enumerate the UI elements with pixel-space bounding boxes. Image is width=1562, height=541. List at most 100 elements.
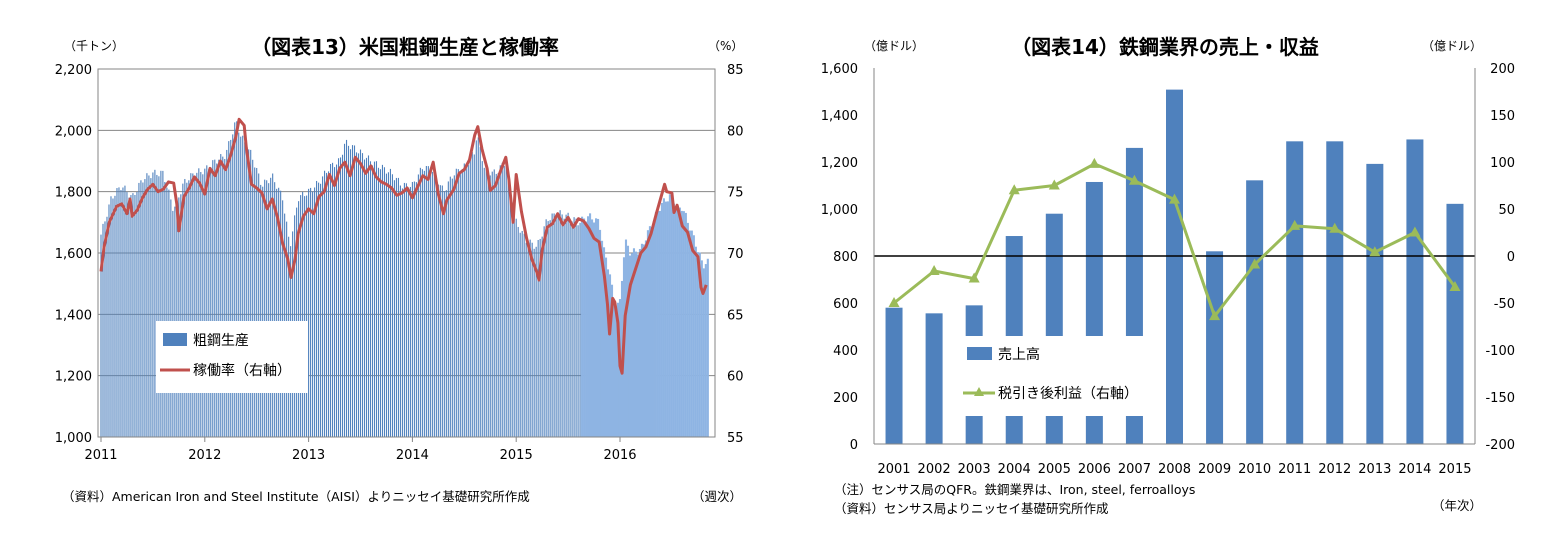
y-right-tick-label: 75 [727, 186, 744, 201]
crude-steel-bar [600, 240, 604, 437]
profit-marker [1128, 174, 1140, 185]
crude-steel-bar [694, 246, 697, 437]
crude-steel-bar [469, 157, 471, 437]
crude-steel-bar [196, 172, 198, 438]
crude-steel-bar [322, 176, 324, 437]
chart-14-profit-markers [888, 157, 1461, 321]
crude-steel-bar [184, 178, 186, 438]
crude-steel-bar [642, 244, 646, 437]
crude-steel-bar [226, 149, 228, 437]
crude-steel-bar [164, 182, 166, 437]
crude-steel-bar [120, 190, 122, 437]
crude-steel-bar [419, 167, 421, 438]
y-right-tick-label: 85 [727, 63, 744, 78]
crude-steel-bar [579, 222, 581, 437]
crude-steel-bar [686, 222, 689, 437]
crude-steel-bar [391, 174, 393, 437]
crude-steel-bar [650, 227, 653, 437]
crude-steel-bar [445, 190, 447, 437]
x-tick-label: 2009 [1198, 462, 1231, 477]
crude-steel-bar [626, 245, 630, 437]
crude-steel-bar [696, 252, 699, 437]
crude-steel-bar [521, 230, 523, 437]
sales-bar [1406, 139, 1424, 444]
x-tick-label: 2007 [1118, 462, 1151, 477]
crude-steel-bar [371, 165, 374, 438]
x-tick-label: 2012 [188, 448, 221, 463]
crude-steel-bar [610, 284, 614, 437]
crude-steel-bar [278, 187, 280, 437]
y-right-tick-label: 80 [727, 124, 744, 139]
y-left-tick-label: 400 [833, 344, 858, 359]
crude-steel-bar [662, 198, 665, 437]
crude-steel-bar [206, 165, 208, 438]
crude-steel-bar [266, 180, 268, 437]
crude-steel-bar [551, 213, 553, 437]
crude-steel-bar [246, 150, 248, 437]
crude-steel-bar [393, 180, 395, 437]
profit-marker [1048, 179, 1060, 190]
crude-steel-bar [320, 183, 322, 437]
y-right-tick-label: 55 [727, 431, 744, 446]
crude-steel-bar [310, 187, 312, 437]
y-right-tick-label: 50 [1498, 203, 1515, 218]
crude-steel-bar [170, 199, 172, 437]
y-left-tick-label: 1,400 [821, 109, 858, 124]
crude-steel-bar [529, 239, 531, 437]
crude-steel-bar [441, 185, 443, 437]
sales-bar [1206, 251, 1224, 444]
crude-steel-bar [654, 211, 657, 437]
crude-steel-bar [154, 169, 156, 437]
crude-steel-bar [634, 251, 638, 437]
crude-steel-bar [567, 212, 569, 437]
crude-steel-bar [136, 191, 138, 437]
crude-steel-bar [668, 194, 671, 437]
x-tick-label: 2014 [1398, 462, 1431, 477]
sales-bar [1166, 89, 1183, 445]
crude-steel-bar [254, 167, 256, 438]
y-left-tick-label: 1,000 [821, 203, 858, 218]
y-left-tick-label: 1,800 [55, 186, 92, 201]
crude-steel-bar [332, 162, 334, 438]
crude-steel-bar [692, 235, 695, 437]
crude-steel-bar [447, 181, 449, 437]
chart-13: （図表13）米国粗鋼生産と稼働率 （千トン） （%） 1,000 1,200 1,4… [55, 35, 744, 504]
crude-steel-bar [365, 157, 368, 437]
crude-steel-bar [302, 191, 304, 437]
crude-steel-bar [672, 203, 675, 437]
crude-steel-bar [349, 149, 352, 437]
crude-steel-bar [674, 208, 677, 437]
crude-steel-bar [104, 221, 106, 437]
profit-marker [1409, 226, 1421, 237]
crude-steel-bar [531, 242, 533, 437]
crude-steel-bar [108, 204, 110, 437]
crude-steel-bar [186, 182, 188, 437]
crude-steel-bar [256, 167, 258, 438]
y-right-tick-label: 65 [727, 308, 744, 323]
crude-steel-bar [363, 159, 366, 438]
crude-steel-bar [569, 219, 571, 437]
crude-steel-bar [575, 218, 577, 437]
y-right-tick-label: 60 [727, 370, 744, 385]
crude-steel-bar [435, 175, 437, 438]
crude-steel-bar [138, 182, 140, 437]
crude-steel-bar [656, 211, 659, 437]
crude-steel-bar [377, 167, 380, 437]
sales-bar [1446, 203, 1464, 444]
y-right-tick-label: -200 [1485, 438, 1515, 453]
crude-steel-bar [403, 182, 405, 437]
crude-steel-bar [220, 154, 222, 437]
crude-steel-bar [308, 188, 310, 437]
profit-marker [1209, 310, 1221, 321]
crude-steel-bar [421, 169, 423, 437]
x-tick-label: 2011 [84, 448, 117, 463]
y-right-tick-label: -100 [1485, 344, 1515, 359]
chart-13-source: （資料）American Iron and Steel Institute（AI… [62, 489, 530, 504]
y-left-tick-label: 200 [833, 391, 858, 406]
crude-steel-bar [198, 168, 200, 437]
crude-steel-bar [644, 240, 647, 437]
crude-steel-bar [612, 303, 616, 437]
crude-steel-bar [158, 176, 160, 437]
crude-steel-bar [228, 141, 230, 437]
chart-13-utilization-line [99, 117, 708, 375]
